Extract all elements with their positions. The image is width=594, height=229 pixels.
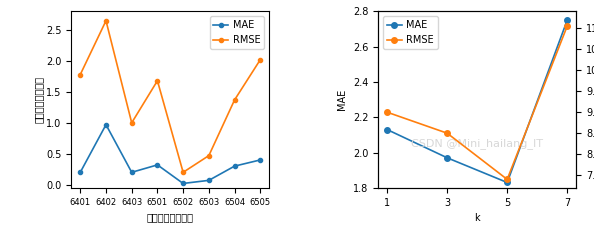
RMSE [564, 25, 571, 27]
Line: MAE: MAE [384, 17, 570, 185]
RMSE [128, 121, 135, 124]
RMSE [179, 171, 187, 174]
MAE [384, 128, 391, 131]
MAE [564, 19, 571, 22]
RMSE [77, 73, 84, 76]
MAE [504, 181, 511, 184]
Legend: MAE, RMSE: MAE, RMSE [383, 16, 438, 49]
RMSE [231, 98, 238, 101]
MAE [77, 171, 84, 174]
MAE [257, 158, 264, 161]
Y-axis label: 分心驾驶行为数量: 分心驾驶行为数量 [33, 76, 43, 123]
MAE [102, 123, 109, 126]
X-axis label: k: k [475, 213, 480, 223]
Legend: MAE, RMSE: MAE, RMSE [210, 16, 264, 49]
RMSE [504, 178, 511, 181]
MAE [206, 179, 213, 182]
Y-axis label: MAE: MAE [337, 89, 347, 110]
MAE [444, 156, 451, 159]
Line: MAE: MAE [78, 123, 263, 185]
MAE [154, 164, 161, 166]
MAE [179, 182, 187, 185]
Text: CSDN @Mini_hailang_IT: CSDN @Mini_hailang_IT [411, 138, 543, 149]
MAE [231, 165, 238, 167]
X-axis label: 分心驾驶行为类别: 分心驾驶行为类别 [147, 212, 194, 222]
RMSE [444, 132, 451, 135]
Line: RMSE: RMSE [78, 19, 263, 174]
RMSE [154, 79, 161, 82]
RMSE [384, 111, 391, 114]
RMSE [102, 19, 109, 22]
RMSE [206, 154, 213, 157]
Line: RMSE: RMSE [384, 23, 570, 182]
MAE [128, 171, 135, 174]
RMSE [257, 58, 264, 61]
